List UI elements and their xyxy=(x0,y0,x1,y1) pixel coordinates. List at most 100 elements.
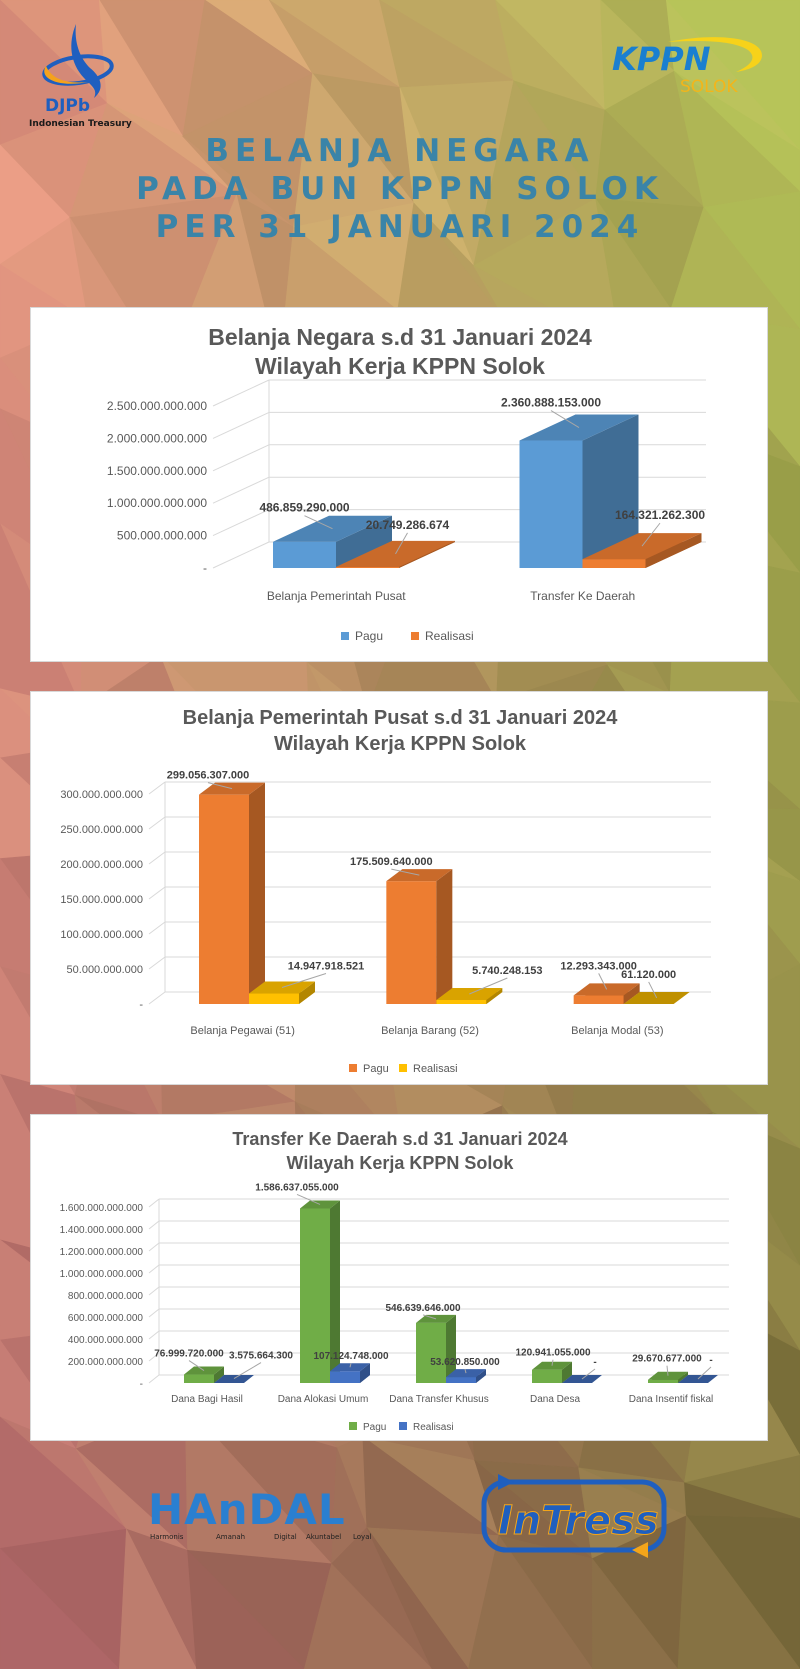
bar-front-face xyxy=(273,541,336,568)
bar-bottom-face xyxy=(623,992,690,1004)
data-label: 12.293.343.000 xyxy=(560,960,636,972)
bar-side-face xyxy=(645,533,702,568)
legend-label: Pagu xyxy=(363,1063,389,1075)
bar-front-face xyxy=(648,1379,678,1383)
kppn-logo-sub: SOLOK xyxy=(680,77,738,97)
bar-top-face xyxy=(249,981,315,994)
y-tick-label: 300.000.000.000 xyxy=(60,789,143,801)
legend-swatch xyxy=(399,1422,407,1430)
bar-side-face xyxy=(249,782,265,1004)
djpb-logo-tagline: Indonesian Treasury xyxy=(29,119,132,129)
page-title-line: PADA BUN KPPN SOLOK xyxy=(136,171,664,207)
legend-swatch xyxy=(349,1422,357,1430)
y-tick-label: 1.200.000.000.000 xyxy=(60,1247,144,1258)
bar-front-face xyxy=(386,881,437,1004)
y-tick-label: 600.000.000.000 xyxy=(68,1313,144,1324)
data-label-leader xyxy=(598,973,608,990)
y-tick-label: 150.000.000.000 xyxy=(60,894,143,906)
kppn-logo-name: KPPN xyxy=(612,40,711,78)
y-tick-label: 2.000.000.000.000 xyxy=(107,431,207,445)
data-label-leader xyxy=(391,868,420,876)
gridline xyxy=(148,886,166,900)
background-polygon xyxy=(303,1563,433,1669)
chart-subtitle: Wilayah Kerja KPPN Solok xyxy=(255,353,545,379)
background-polygon xyxy=(0,1547,120,1669)
bar xyxy=(416,1314,456,1383)
y-tick-label: 2.500.000.000.000 xyxy=(107,399,207,413)
data-label: 299.056.307.000 xyxy=(167,770,250,782)
gridline xyxy=(148,1374,160,1384)
y-tick-label: 50.000.000.000 xyxy=(67,964,143,976)
gridline xyxy=(148,956,166,970)
background-polygon xyxy=(119,1527,197,1669)
y-tick-label: - xyxy=(139,999,143,1011)
chart-subtitle: Wilayah Kerja KPPN Solok xyxy=(287,1153,515,1173)
data-label: 20.749.286.674 xyxy=(366,518,450,532)
data-label: 14.947.918.521 xyxy=(288,961,364,973)
bar-side-face xyxy=(582,414,639,568)
page-title-line: PER 31 JANUARI 2024 xyxy=(155,209,645,245)
x-category-label: Dana Insentif fiskal xyxy=(629,1394,714,1405)
data-label-leader xyxy=(296,1194,321,1205)
bar xyxy=(623,992,690,1004)
bar-front-face xyxy=(436,999,487,1004)
x-category-label: Dana Bagi Hasil xyxy=(171,1394,243,1405)
data-label: 2.360.888.153.000 xyxy=(501,396,601,410)
kppn-logo: KPPN SOLOK xyxy=(608,32,768,98)
bar-side-face xyxy=(476,1369,486,1383)
data-label: 61.120.000 xyxy=(621,969,676,981)
bar-front-face xyxy=(416,1322,446,1383)
bar-top-face xyxy=(300,1200,340,1209)
data-label-leader xyxy=(551,1359,554,1366)
y-tick-label: - xyxy=(140,1379,143,1390)
data-label: 107.124.748.000 xyxy=(313,1351,389,1362)
bar-top-face xyxy=(330,1363,370,1372)
bar xyxy=(330,1363,370,1383)
bar-side-face xyxy=(399,540,455,568)
legend-label: Pagu xyxy=(363,1422,386,1433)
gridline xyxy=(148,816,166,830)
gridline xyxy=(212,541,270,569)
intress-emblem-icon: InTress xyxy=(481,1474,667,1558)
data-label-leader xyxy=(281,973,327,989)
y-tick-label: 100.000.000.000 xyxy=(60,929,143,941)
bar-side-face xyxy=(436,869,453,1004)
x-category-label: Belanja Barang (52) xyxy=(381,1025,479,1037)
chart-card-belanja-pemerintah-pusat: Belanja Pemerintah Pusat s.d 31 Januari … xyxy=(30,691,768,1085)
bar-side-face xyxy=(299,981,315,1004)
intress-logo: InTress xyxy=(478,1470,678,1560)
data-label-leader xyxy=(641,522,661,547)
data-label: 486.859.290.000 xyxy=(259,501,349,515)
legend: Pagu Realisasi xyxy=(349,1422,454,1433)
chart-title: Belanja Pemerintah Pusat s.d 31 Januari … xyxy=(183,707,619,729)
intress-logo-name: InTress xyxy=(498,1498,659,1544)
background-polygon xyxy=(468,1534,593,1669)
data-label-leader xyxy=(233,1362,262,1380)
chart-transfer-ke-daerah: Transfer Ke Daerah s.d 31 Januari 2024 Wi… xyxy=(60,1129,729,1433)
bar-side-face xyxy=(446,1314,456,1383)
bar-front-face xyxy=(184,1374,214,1383)
y-tick-label: 1.000.000.000.000 xyxy=(60,1269,144,1280)
data-label-leader xyxy=(581,1368,596,1380)
handal-logo: HAnDAL Harmonis Amanah Digital Akuntabel… xyxy=(148,1484,388,1544)
data-label: - xyxy=(709,1355,712,1366)
gridline xyxy=(148,991,166,1005)
bar xyxy=(446,1369,486,1383)
bar-side-face xyxy=(360,1363,370,1383)
gridline xyxy=(148,1352,160,1362)
y-tick-label: 200.000.000.000 xyxy=(60,859,143,871)
x-category-label: Belanja Pemerintah Pusat xyxy=(267,589,406,603)
bar xyxy=(648,1371,688,1383)
chart-belanja-negara: Belanja Negara s.d 31 Januari 2024 Wilaya… xyxy=(107,324,706,643)
y-tick-label: 200.000.000.000 xyxy=(68,1357,144,1368)
bar-front-face xyxy=(532,1369,562,1383)
bar-side-face xyxy=(562,1361,572,1383)
bar xyxy=(273,515,392,568)
background-polygon xyxy=(366,1527,469,1669)
data-label-leader xyxy=(469,977,508,995)
data-label: 546.639.646.000 xyxy=(385,1303,461,1314)
chart-title: Transfer Ke Daerah s.d 31 Januari 2024 xyxy=(232,1129,567,1149)
handal-word: Amanah xyxy=(216,1533,245,1541)
gridline xyxy=(212,509,270,537)
data-label-leader xyxy=(648,981,658,999)
